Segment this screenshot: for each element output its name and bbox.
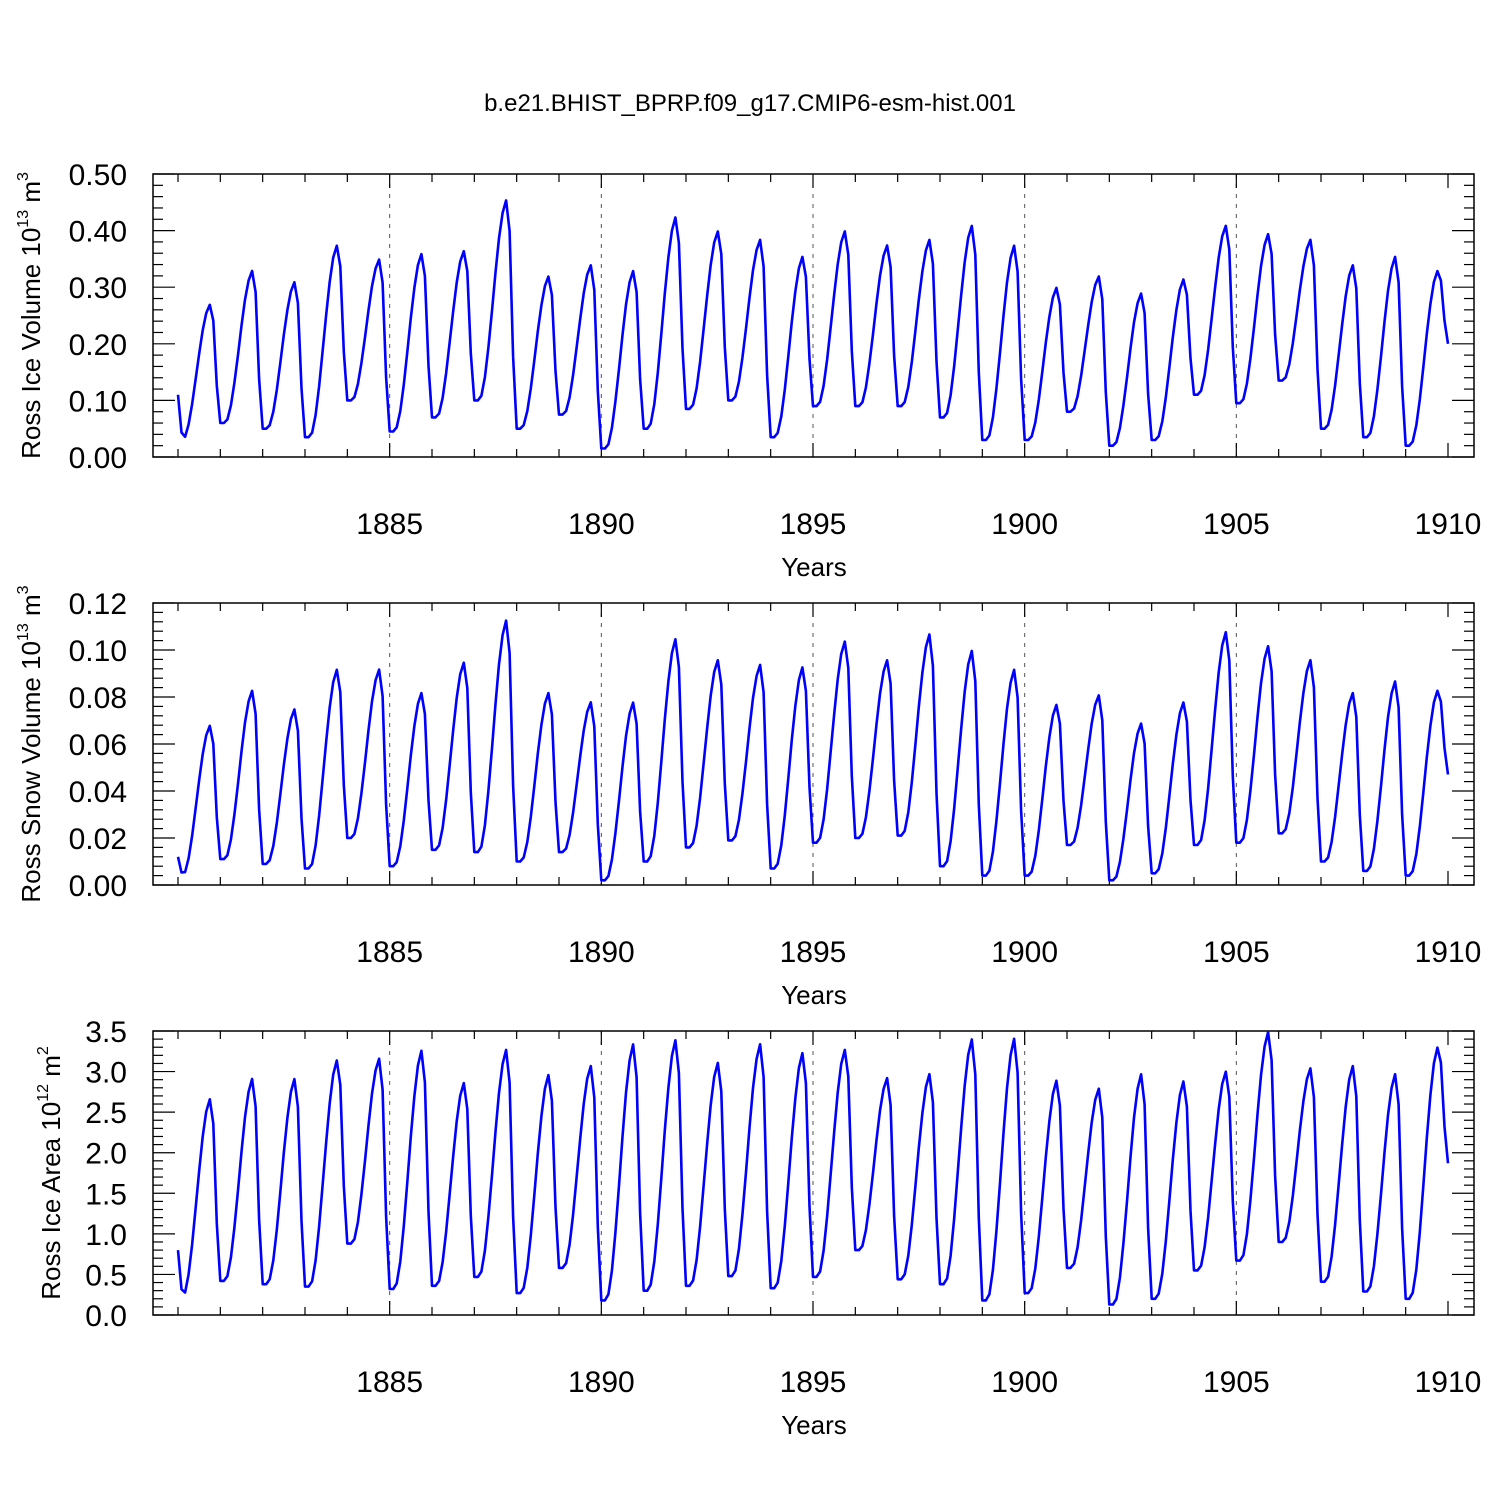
series-line <box>176 199 1450 450</box>
x-tick-label: 1900 <box>991 936 1058 969</box>
y-axis-title: Ross Ice Area 1012 m2 <box>35 1046 66 1300</box>
x-tick-label: 1885 <box>356 508 423 541</box>
y-tick-label: 0.02 <box>69 823 127 856</box>
panel-ice-volume: 0.00 0.10 0.20 0.30 0.40 0.50 1885 1890 1895 1900… <box>15 159 1481 582</box>
x-tick-label: 1895 <box>780 1366 847 1399</box>
x-tick-label: 1910 <box>1415 1366 1482 1399</box>
x-tick-label: 1885 <box>356 936 423 969</box>
x-tick-label: 1895 <box>780 508 847 541</box>
y-tick-label: 3.5 <box>85 1016 127 1049</box>
y-tick-label: 1.5 <box>85 1178 127 1211</box>
y-axis-title: Ross Snow Volume 1013 m3 <box>15 585 46 902</box>
x-tick-label: 1885 <box>356 1366 423 1399</box>
y-tick-label: 0.12 <box>69 588 127 621</box>
x-tick-label: 1905 <box>1203 936 1270 969</box>
y-tick-label: 0.00 <box>69 870 127 903</box>
x-axis-title: Years <box>781 552 847 582</box>
x-tick-label: 1890 <box>568 1366 635 1399</box>
y-tick-label: 0.08 <box>69 682 127 715</box>
y-tick-label: 0.30 <box>69 272 127 305</box>
x-tick-label: 1890 <box>568 508 635 541</box>
y-tick-label: 0.0 <box>85 1300 127 1333</box>
y-tick-label: 1.0 <box>85 1219 127 1252</box>
x-tick-label: 1890 <box>568 936 635 969</box>
y-tick-label: 0.10 <box>69 385 127 418</box>
y-tick-label: 0.04 <box>69 776 127 809</box>
panel-snow-volume: 0.00 0.02 0.04 0.06 0.08 0.10 0.12 1885 1890 1895… <box>15 585 1481 1010</box>
x-tick-label: 1910 <box>1415 508 1482 541</box>
y-tick-label: 0.10 <box>69 635 127 668</box>
panel-ice-area: 0.0 0.5 1.0 1.5 2.0 2.5 3.0 3.5 1885 1890 1895 1900… <box>35 1016 1481 1440</box>
y-tick-label: 0.20 <box>69 329 127 362</box>
series-line <box>176 619 1450 882</box>
x-tick-label: 1900 <box>991 508 1058 541</box>
y-axis-title: Ross Ice Volume 1013 m3 <box>15 172 46 459</box>
y-tick-label: 3.0 <box>85 1057 127 1090</box>
x-tick-label: 1905 <box>1203 1366 1270 1399</box>
series-line <box>176 1030 1450 1306</box>
y-tick-label: 2.5 <box>85 1097 127 1130</box>
y-tick-label: 2.0 <box>85 1138 127 1171</box>
y-tick-label: 0.40 <box>69 216 127 249</box>
x-tick-label: 1910 <box>1415 936 1482 969</box>
x-tick-label: 1905 <box>1203 508 1270 541</box>
x-tick-label: 1900 <box>991 1366 1058 1399</box>
x-axis-title: Years <box>781 1410 847 1440</box>
y-tick-label: 0.50 <box>69 159 127 192</box>
y-tick-label: 0.5 <box>85 1259 127 1292</box>
y-tick-label: 0.00 <box>69 442 127 475</box>
x-tick-label: 1895 <box>780 936 847 969</box>
y-tick-label: 0.06 <box>69 729 127 762</box>
chart-title: b.e21.BHIST_BPRP.f09_g17.CMIP6-esm-hist.… <box>484 90 1016 117</box>
x-axis-title: Years <box>781 980 847 1010</box>
